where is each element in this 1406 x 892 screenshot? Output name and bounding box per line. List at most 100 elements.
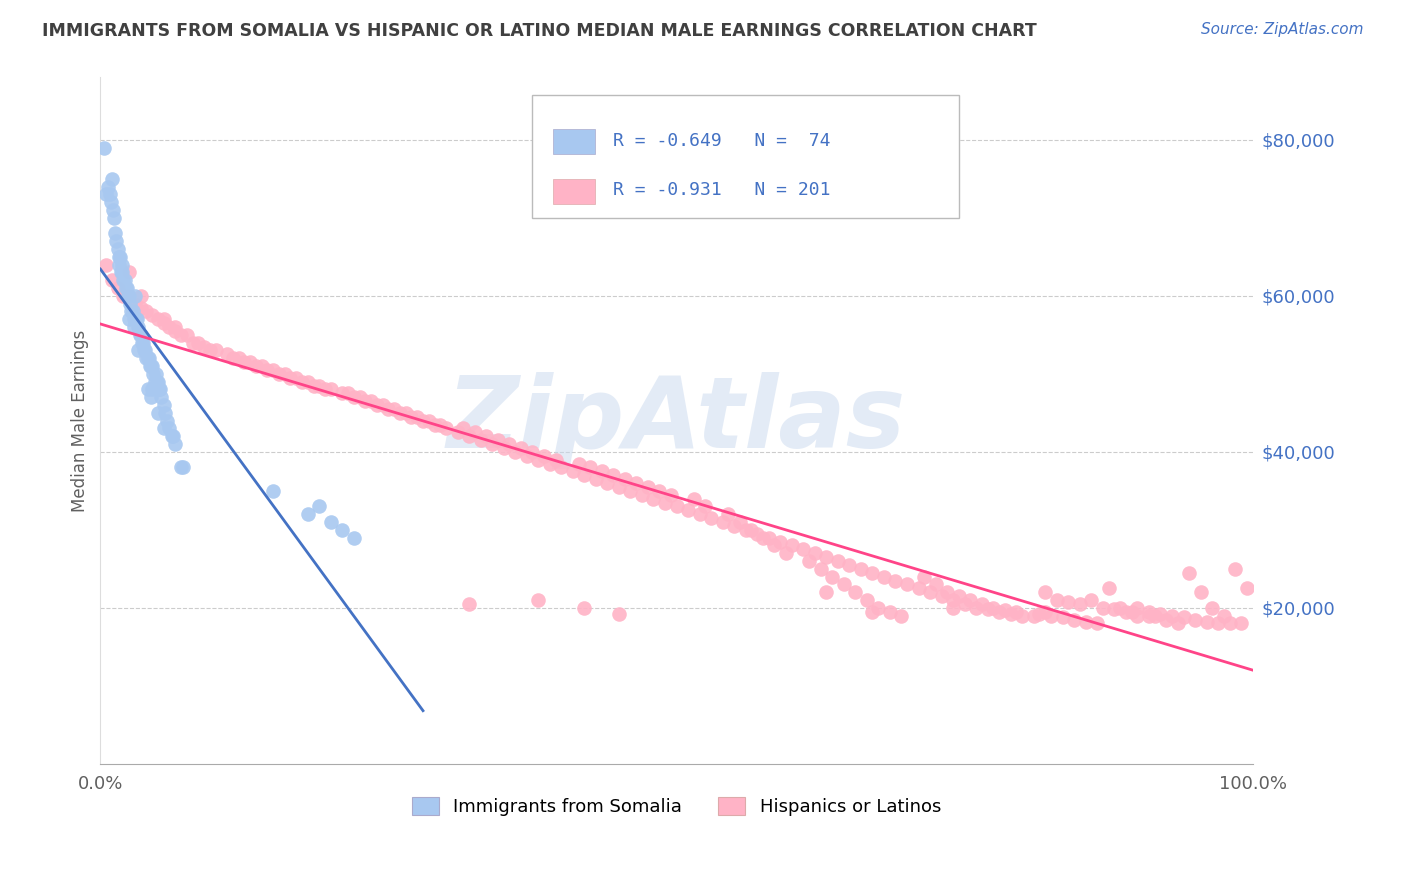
- Point: [187, 335, 209, 350]
- Point: [146, 406, 169, 420]
- Point: [988, 605, 1011, 619]
- Point: [516, 449, 538, 463]
- Point: [139, 359, 162, 373]
- Point: [1080, 593, 1102, 607]
- Point: [165, 324, 187, 338]
- Text: Source: ZipAtlas.com: Source: ZipAtlas.com: [1201, 22, 1364, 37]
- Point: [1143, 608, 1166, 623]
- Point: [1046, 593, 1069, 607]
- Point: [343, 390, 366, 404]
- Point: [942, 593, 965, 607]
- Point: [959, 593, 981, 607]
- Point: [775, 546, 797, 560]
- Text: IMMIGRANTS FROM SOMALIA VS HISPANIC OR LATINO MEDIAN MALE EARNINGS CORRELATION C: IMMIGRANTS FROM SOMALIA VS HISPANIC OR L…: [42, 22, 1038, 40]
- Point: [135, 351, 157, 366]
- Point: [138, 351, 160, 366]
- Point: [758, 531, 780, 545]
- Legend: Immigrants from Somalia, Hispanics or Latinos: Immigrants from Somalia, Hispanics or La…: [405, 789, 949, 823]
- Point: [434, 421, 457, 435]
- Point: [815, 585, 838, 599]
- Point: [124, 296, 146, 310]
- Point: [1011, 608, 1033, 623]
- Point: [453, 421, 475, 435]
- Point: [561, 464, 583, 478]
- Point: [700, 511, 723, 525]
- Point: [162, 429, 184, 443]
- Point: [108, 250, 131, 264]
- Point: [121, 304, 143, 318]
- Point: [1173, 610, 1195, 624]
- Point: [1149, 607, 1171, 621]
- Point: [228, 351, 250, 366]
- Point: [110, 265, 132, 279]
- Point: [1230, 616, 1253, 631]
- Point: [193, 339, 215, 353]
- Point: [129, 289, 152, 303]
- Point: [330, 386, 353, 401]
- Point: [1189, 585, 1212, 599]
- Point: [112, 289, 135, 303]
- FancyBboxPatch shape: [533, 95, 959, 219]
- Point: [574, 600, 596, 615]
- Point: [125, 312, 148, 326]
- Point: [607, 480, 630, 494]
- Point: [217, 347, 239, 361]
- Point: [780, 538, 803, 552]
- Point: [160, 429, 183, 443]
- Point: [114, 281, 136, 295]
- Point: [689, 507, 711, 521]
- Point: [118, 312, 141, 326]
- Point: [567, 457, 589, 471]
- Point: [121, 304, 143, 318]
- Point: [942, 600, 965, 615]
- Point: [132, 335, 155, 350]
- Point: [734, 523, 756, 537]
- Point: [1206, 616, 1229, 631]
- Point: [682, 491, 704, 506]
- Point: [458, 429, 481, 443]
- Point: [879, 605, 901, 619]
- Point: [1091, 600, 1114, 615]
- Point: [156, 414, 179, 428]
- Point: [918, 585, 941, 599]
- Point: [297, 375, 319, 389]
- Point: [395, 406, 418, 420]
- Point: [591, 464, 613, 478]
- Point: [832, 577, 855, 591]
- Point: [1161, 608, 1184, 623]
- Point: [104, 227, 127, 241]
- Point: [838, 558, 860, 572]
- Point: [498, 437, 520, 451]
- Point: [111, 265, 134, 279]
- Point: [172, 460, 194, 475]
- Point: [659, 488, 682, 502]
- Point: [112, 273, 135, 287]
- Point: [127, 320, 149, 334]
- Point: [148, 383, 170, 397]
- Point: [815, 550, 838, 565]
- Point: [343, 531, 366, 545]
- Point: [165, 320, 187, 334]
- Point: [107, 258, 129, 272]
- Point: [319, 515, 342, 529]
- Point: [711, 515, 734, 529]
- Point: [94, 187, 117, 202]
- Point: [1212, 608, 1234, 623]
- Point: [101, 273, 124, 287]
- Point: [1104, 602, 1126, 616]
- Point: [740, 523, 762, 537]
- Point: [418, 414, 440, 428]
- Point: [319, 383, 342, 397]
- Point: [262, 363, 284, 377]
- Point: [810, 562, 832, 576]
- Point: [139, 359, 162, 373]
- Point: [101, 171, 124, 186]
- Point: [159, 421, 181, 435]
- Point: [1085, 616, 1108, 631]
- Point: [994, 603, 1017, 617]
- Point: [134, 343, 156, 358]
- Point: [855, 593, 877, 607]
- Point: [619, 483, 641, 498]
- Point: [747, 526, 769, 541]
- Point: [256, 363, 278, 377]
